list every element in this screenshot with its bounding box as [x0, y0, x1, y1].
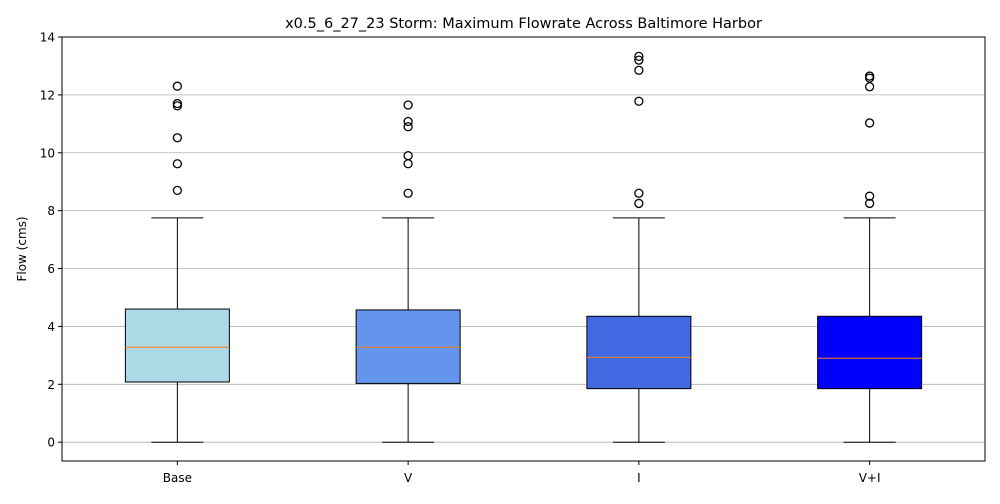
- box-group: [355, 100, 461, 443]
- axis-layer: 0 2 4 6 8 10 12 14 Base V I V+I: [40, 31, 881, 486]
- iqr-box: [355, 309, 461, 384]
- x-tick-label: I: [637, 471, 641, 485]
- outlier-point: [864, 118, 875, 128]
- outlier-point: [864, 82, 875, 92]
- outlier-point: [634, 51, 644, 62]
- outlier-point: [403, 122, 413, 132]
- outlier-point: [634, 188, 644, 198]
- outlier-point: [403, 151, 413, 161]
- y-tick-label: 12: [40, 88, 55, 102]
- outlier-point: [403, 188, 413, 198]
- outlier-point: [634, 198, 644, 209]
- outlier-point: [634, 55, 644, 65]
- y-tick-label: 2: [47, 378, 55, 392]
- box-group: [124, 81, 230, 443]
- outlier-point: [864, 198, 875, 209]
- outlier-point: [172, 81, 183, 91]
- plot-frame: [61, 36, 986, 462]
- iqr-box: [124, 308, 230, 383]
- x-tick-label: V: [404, 471, 413, 485]
- outlier-point: [634, 96, 644, 106]
- outlier-point: [864, 71, 875, 81]
- y-tick-label: 6: [47, 262, 55, 276]
- box-group: [586, 51, 692, 443]
- outlier-point: [864, 191, 875, 201]
- outlier-point: [172, 133, 183, 143]
- outlier-point: [403, 159, 413, 169]
- y-tick-label: 0: [47, 436, 55, 450]
- iqr-box: [817, 315, 923, 390]
- y-tick-label: 8: [47, 204, 55, 218]
- outlier-point: [172, 185, 183, 196]
- outlier-point: [634, 65, 644, 75]
- iqr-box: [586, 315, 692, 390]
- outlier-point: [403, 100, 413, 110]
- y-tick-label: 14: [40, 31, 55, 45]
- box-layer: [124, 51, 923, 443]
- y-tick-label: 4: [47, 320, 55, 334]
- y-tick-label: 10: [40, 146, 55, 160]
- outlier-point: [172, 159, 183, 169]
- x-tick-label: V+I: [859, 471, 881, 485]
- y-axis-label: Flow (cms): [15, 216, 29, 281]
- x-tick-label: Base: [163, 471, 192, 485]
- outlier-point: [172, 98, 183, 109]
- chart-title: x0.5_6_27_23 Storm: Maximum Flowrate Acr…: [285, 16, 762, 32]
- box-group: [817, 71, 923, 443]
- outlier-point: [403, 116, 413, 127]
